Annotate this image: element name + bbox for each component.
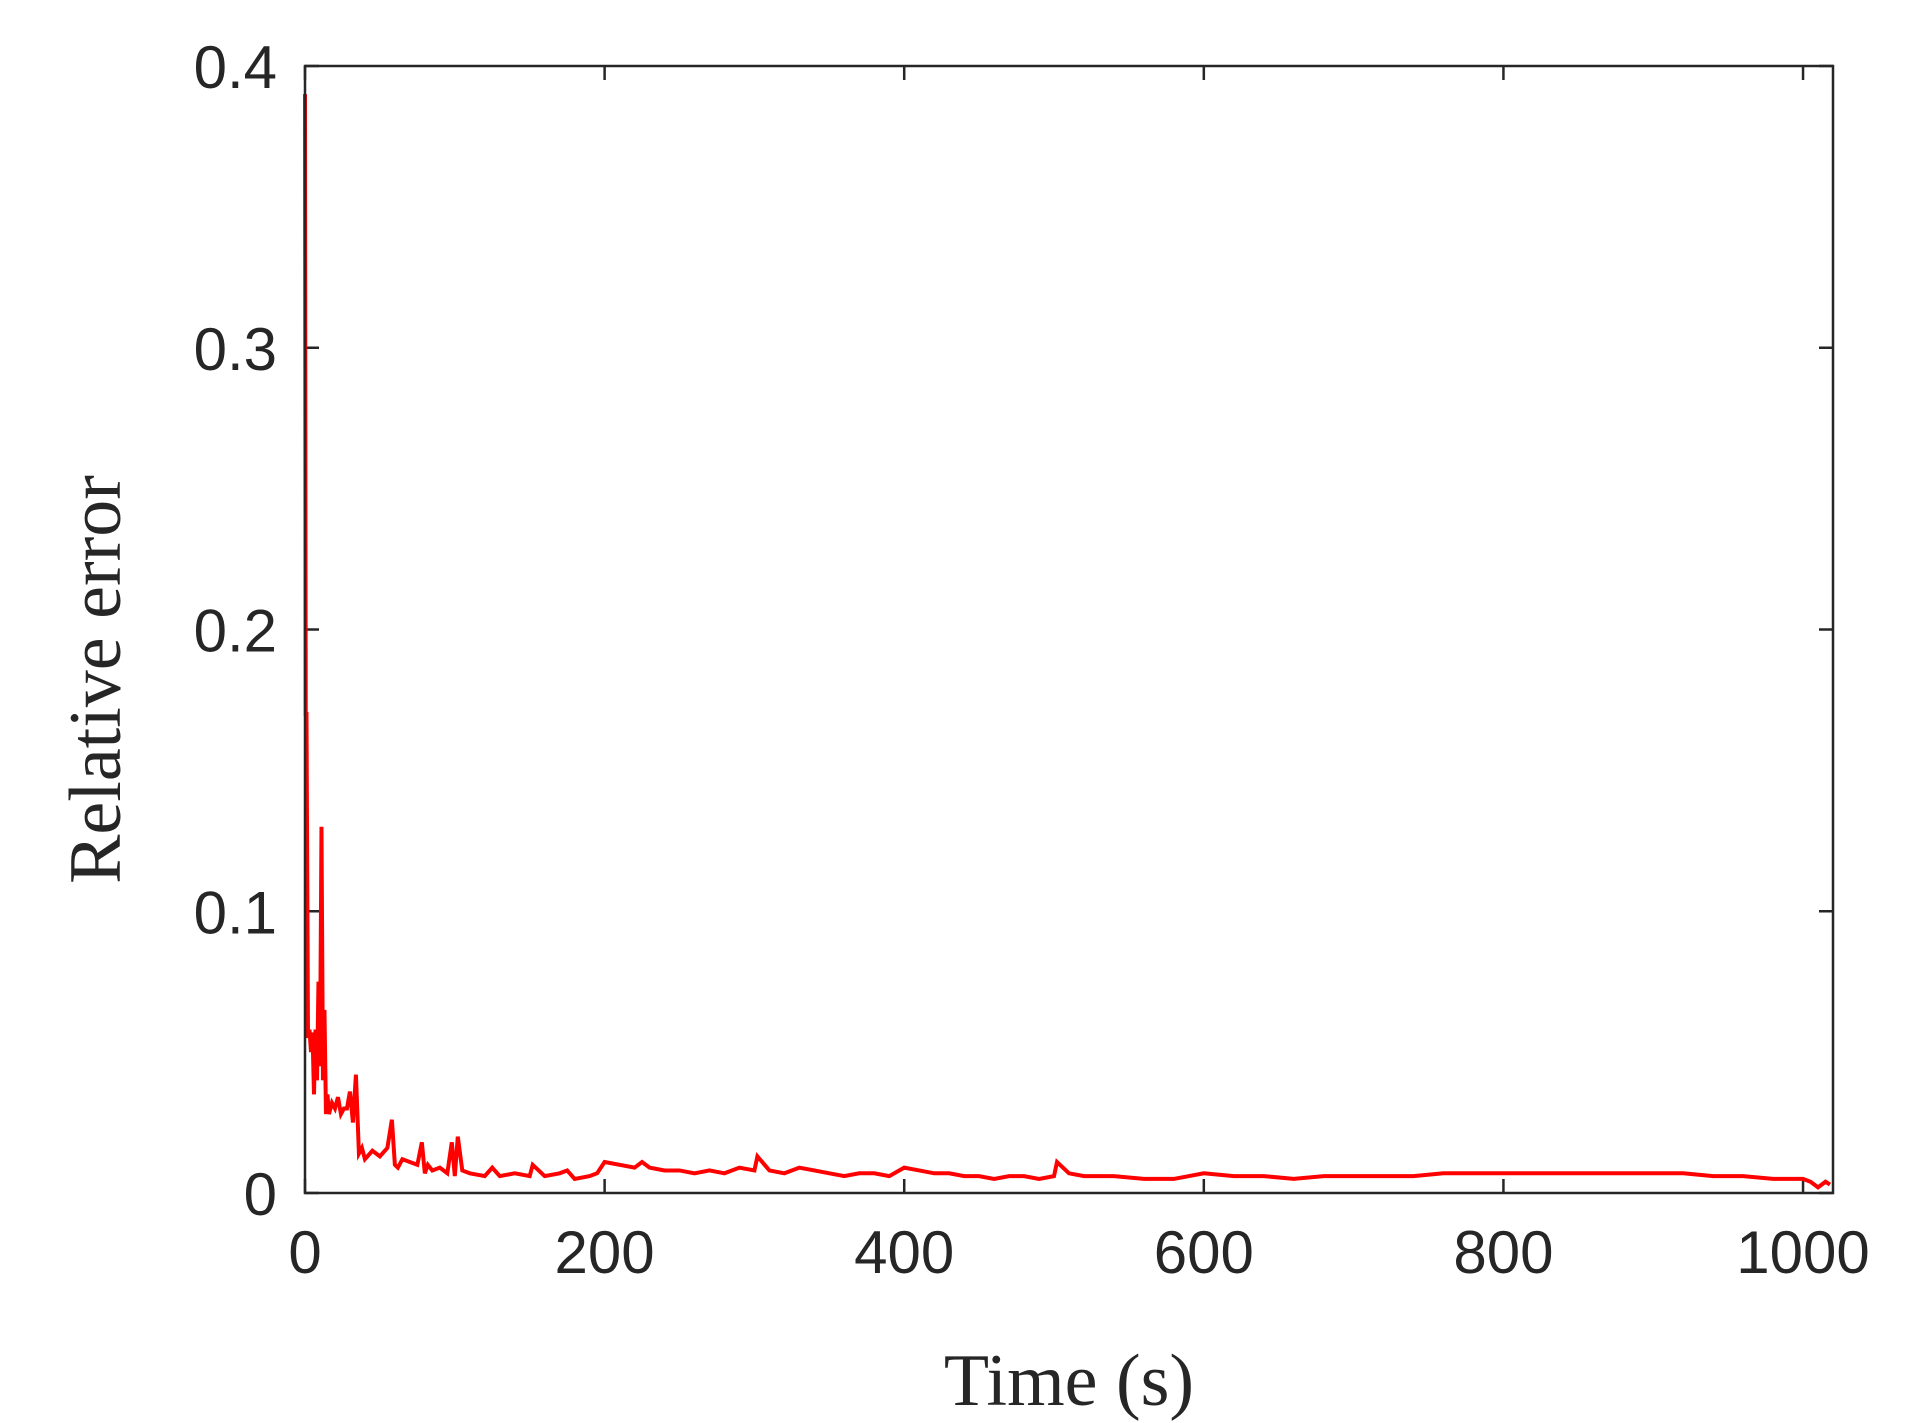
y-axis-title: Relative error [55, 475, 137, 884]
axes-box [303, 64, 1835, 1195]
x-tick-label: 200 [555, 1219, 655, 1286]
series-line [303, 94, 1832, 1190]
y-tick-label: 0.1 [194, 879, 277, 946]
x-tick-label: 400 [854, 1219, 954, 1286]
x-tick-label: 600 [1154, 1219, 1254, 1286]
y-tick-label: 0.2 [194, 598, 277, 665]
x-tick-label: 0 [288, 1219, 321, 1286]
tick-labels: 0 200 400 600 800 1000 0 0.1 0.2 0.3 0.4 [194, 34, 1870, 1286]
series-group [303, 94, 1832, 1190]
x-tick-label: 800 [1453, 1219, 1553, 1286]
y-tick-label: 0.4 [194, 34, 277, 101]
y-tick-label: 0.3 [194, 316, 277, 383]
x-axis-title: Time (s) [944, 1340, 1194, 1422]
y-tick-label: 0 [244, 1161, 277, 1228]
x-tick-label: 1000 [1736, 1219, 1869, 1286]
